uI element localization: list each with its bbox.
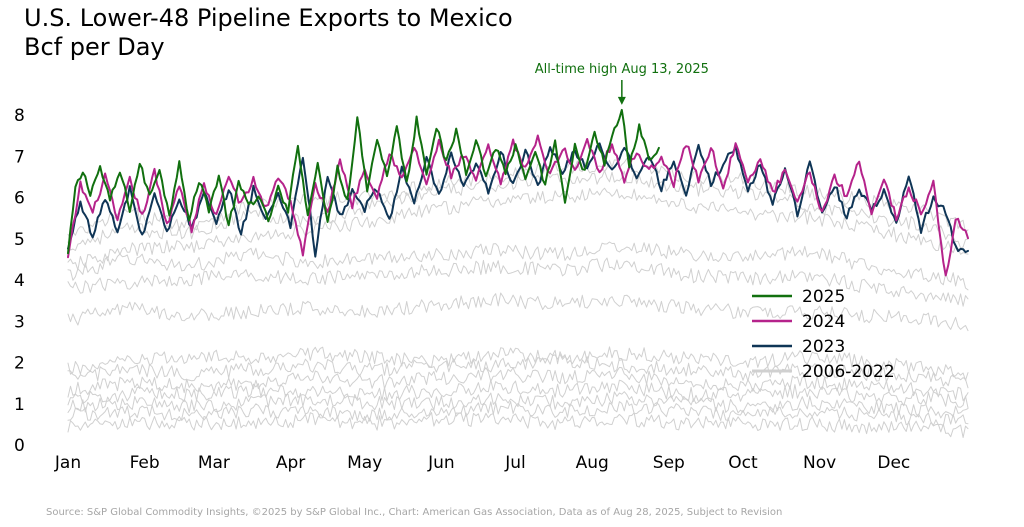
x-tick-label: Dec — [877, 453, 910, 473]
legend-label: 2025 — [802, 287, 845, 307]
annotation-arrowhead — [617, 96, 626, 105]
x-tick-label: Jan — [54, 453, 81, 473]
historical-series-line — [67, 399, 969, 427]
annotation: All-time high Aug 13, 2025 — [535, 62, 709, 105]
x-tick-label: Jun — [427, 453, 455, 473]
x-tick-label: May — [347, 453, 382, 473]
historical-series-line — [67, 257, 969, 307]
chart-title-line1: U.S. Lower-48 Pipeline Exports to Mexico — [24, 4, 513, 32]
legend-label: 2006-2022 — [802, 362, 895, 382]
legend-label: 2024 — [802, 312, 845, 332]
chart-title: U.S. Lower-48 Pipeline Exports to Mexico… — [24, 4, 513, 62]
historical-series-line — [67, 170, 969, 251]
series-line-2023 — [67, 142, 969, 258]
historical-series-line — [67, 346, 969, 381]
y-tick-label: 7 — [14, 147, 25, 167]
x-tick-label: Jul — [504, 453, 526, 473]
historical-series-line — [67, 353, 969, 389]
main-series — [67, 108, 969, 277]
legend-label: 2023 — [802, 337, 845, 357]
historical-series — [67, 157, 969, 438]
historical-series-line — [67, 187, 969, 271]
historical-series-line — [67, 241, 969, 291]
annotation-label: All-time high Aug 13, 2025 — [535, 62, 709, 77]
y-tick-label: 3 — [14, 312, 25, 332]
legend: 2025 2024 2023 2006-2022 — [752, 287, 895, 382]
chart-title-line2: Bcf per Day — [24, 33, 165, 61]
y-tick-label: 6 — [14, 189, 25, 209]
x-tick-label: Oct — [728, 453, 758, 473]
x-tick-label: Apr — [276, 453, 305, 473]
historical-series-line — [67, 292, 969, 332]
y-axis: 0 1 2 3 4 5 6 7 8 — [14, 106, 25, 456]
x-tick-label: Feb — [130, 453, 160, 473]
x-tick-label: Mar — [198, 453, 230, 473]
y-tick-label: 1 — [14, 395, 25, 415]
x-axis: Jan Feb Mar Apr May Jun Jul Aug Sep Oct Nov Dec — [54, 453, 910, 473]
historical-series-line — [67, 412, 969, 438]
y-tick-label: 4 — [14, 271, 25, 291]
y-tick-label: 8 — [14, 106, 25, 126]
historical-series-line — [67, 366, 969, 402]
series-line-2025 — [67, 108, 660, 255]
source-note: Source: S&P Global Commodity Insights, ©… — [46, 507, 783, 518]
y-tick-label: 0 — [14, 436, 25, 456]
y-tick-label: 2 — [14, 354, 25, 374]
historical-series-line — [67, 391, 969, 419]
x-tick-label: Sep — [653, 453, 685, 473]
historical-series-line — [67, 379, 969, 409]
x-tick-label: Aug — [576, 453, 609, 473]
y-tick-label: 5 — [14, 230, 25, 250]
x-tick-label: Nov — [803, 453, 836, 473]
